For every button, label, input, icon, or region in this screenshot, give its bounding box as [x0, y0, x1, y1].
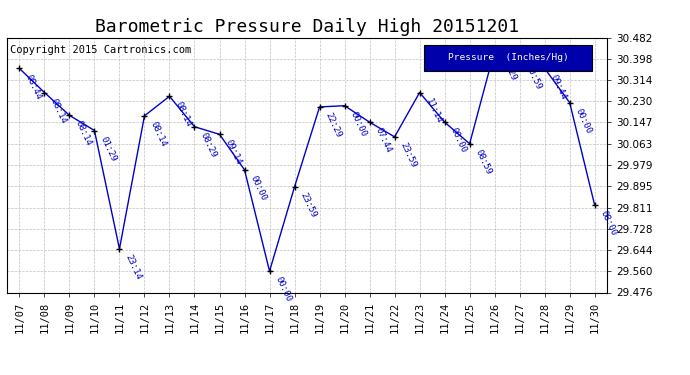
Text: 20:29: 20:29 — [499, 54, 518, 82]
Text: 23:59: 23:59 — [399, 141, 418, 169]
Text: 09:14: 09:14 — [224, 138, 243, 166]
Text: 07:44: 07:44 — [374, 126, 393, 154]
Text: 11:14: 11:14 — [424, 97, 443, 125]
Text: 01:29: 01:29 — [99, 135, 118, 163]
Text: 08:14: 08:14 — [74, 120, 93, 148]
Text: 00:59: 00:59 — [524, 63, 543, 91]
Text: 00:00: 00:00 — [448, 126, 469, 154]
Text: 08:29: 08:29 — [199, 131, 218, 159]
Text: 08:44: 08:44 — [23, 73, 43, 101]
Text: Pressure  (Inches/Hg): Pressure (Inches/Hg) — [448, 53, 569, 62]
Text: 08:14: 08:14 — [174, 100, 193, 129]
Text: 08:00: 08:00 — [599, 210, 618, 238]
Text: 23:59: 23:59 — [299, 191, 318, 219]
Text: 09:44: 09:44 — [549, 73, 569, 101]
Text: Copyright 2015 Cartronics.com: Copyright 2015 Cartronics.com — [10, 45, 191, 55]
Title: Barometric Pressure Daily High 20151201: Barometric Pressure Daily High 20151201 — [95, 18, 519, 36]
Text: 08:14: 08:14 — [48, 97, 68, 125]
Text: 00:00: 00:00 — [574, 107, 593, 135]
Text: 22:29: 22:29 — [324, 111, 343, 139]
FancyBboxPatch shape — [424, 45, 592, 70]
Text: 08:14: 08:14 — [148, 120, 168, 148]
Text: 23:14: 23:14 — [124, 253, 143, 281]
Text: 08:59: 08:59 — [474, 148, 493, 176]
Text: 00:00: 00:00 — [248, 174, 268, 202]
Text: 00:00: 00:00 — [348, 110, 368, 138]
Text: 00:00: 00:00 — [274, 275, 293, 303]
